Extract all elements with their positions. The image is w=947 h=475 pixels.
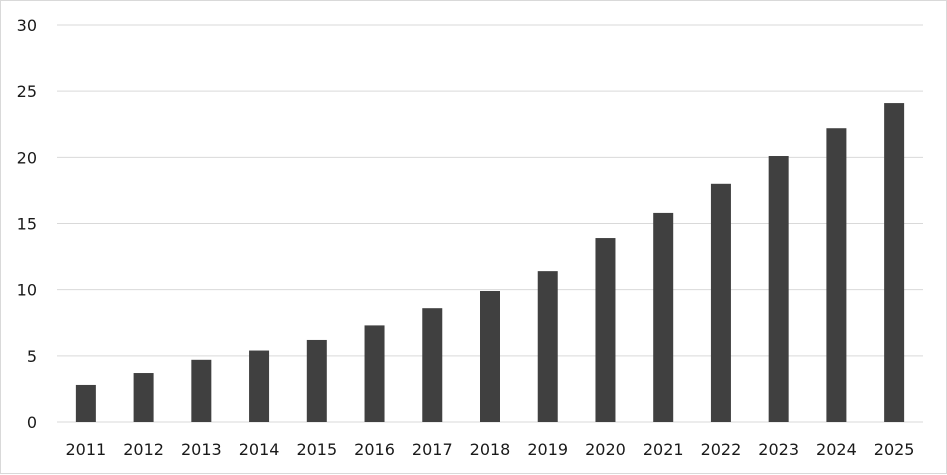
y-axis: 0 5 10 15 20 25 30: [17, 16, 37, 432]
bar-2022: [710, 183, 731, 422]
x-tick-label: 2025: [874, 440, 915, 459]
x-tick-label: 2018: [470, 440, 511, 459]
y-tick-label: 0: [27, 413, 37, 432]
x-tick-label: 2016: [354, 440, 395, 459]
x-tick-label: 2013: [181, 440, 222, 459]
y-tick-label: 25: [17, 82, 37, 101]
x-tick-label: 2014: [239, 440, 280, 459]
x-tick-label: 2019: [527, 440, 568, 459]
bar-2021: [653, 212, 674, 422]
y-tick-label: 5: [27, 347, 37, 366]
bar-2023: [768, 156, 789, 422]
bar-2019: [537, 271, 558, 422]
bar-2020: [595, 238, 616, 422]
x-tick-label: 2020: [585, 440, 626, 459]
x-tick-label: 2015: [296, 440, 337, 459]
x-tick-label: 2017: [412, 440, 453, 459]
bar-2016: [364, 325, 385, 422]
x-axis: 2011 2012 2013 2014 2015 2016 2017 2018 2019 2020…: [66, 440, 915, 459]
bar-2014: [249, 350, 270, 422]
bar-2024: [826, 128, 847, 422]
x-tick-label: 2011: [66, 440, 107, 459]
y-tick-label: 20: [17, 148, 37, 167]
bar-2025: [884, 103, 905, 423]
bar-2011: [75, 384, 96, 422]
y-tick-label: 10: [17, 281, 37, 300]
bar-2013: [191, 359, 212, 422]
x-tick-label: 2012: [123, 440, 164, 459]
bar-2017: [422, 308, 443, 422]
bars: [75, 103, 905, 423]
bar-2018: [480, 290, 500, 422]
bar-2015: [306, 339, 327, 422]
x-tick-label: 2024: [816, 440, 857, 459]
y-tick-label: 30: [17, 16, 37, 35]
y-tick-label: 15: [17, 215, 37, 234]
x-tick-label: 2021: [643, 440, 684, 459]
x-tick-label: 2022: [701, 440, 742, 459]
grid-lines: [57, 24, 923, 423]
bar-2012: [133, 373, 154, 422]
x-tick-label: 2023: [758, 440, 799, 459]
